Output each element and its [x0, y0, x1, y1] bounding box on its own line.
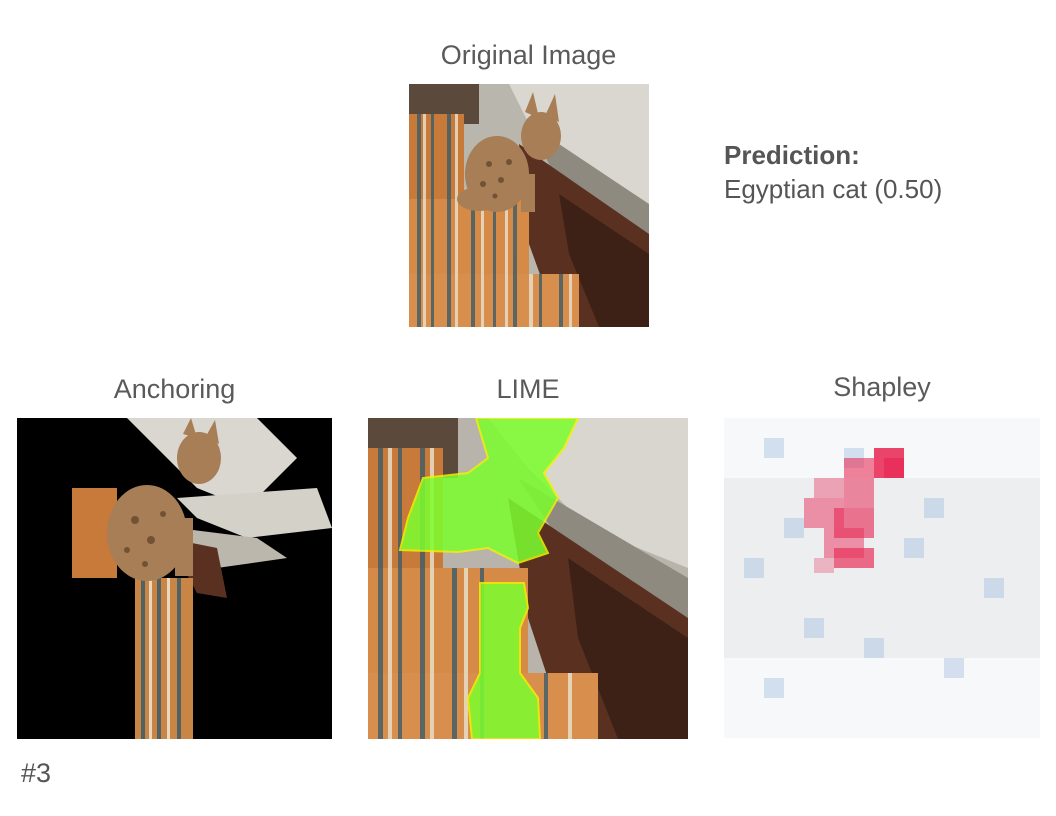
lime-image — [368, 418, 688, 739]
prediction-value: Egyptian cat (0.50) — [724, 174, 943, 204]
anchoring-image — [17, 418, 332, 739]
lime-highlight — [398, 418, 580, 739]
shapley-positive — [804, 448, 904, 573]
shapley-title: Shapley — [833, 372, 931, 402]
original-image-title: Original Image — [440, 40, 617, 70]
lime-title: LIME — [496, 374, 560, 404]
anchoring-cat — [107, 418, 221, 581]
shapley-image — [724, 418, 1040, 738]
anchoring-title: Anchoring — [113, 374, 236, 404]
original-image — [409, 84, 649, 327]
example-index: #3 — [21, 758, 52, 788]
prediction-label: Prediction: — [724, 140, 860, 170]
cat — [457, 92, 561, 212]
